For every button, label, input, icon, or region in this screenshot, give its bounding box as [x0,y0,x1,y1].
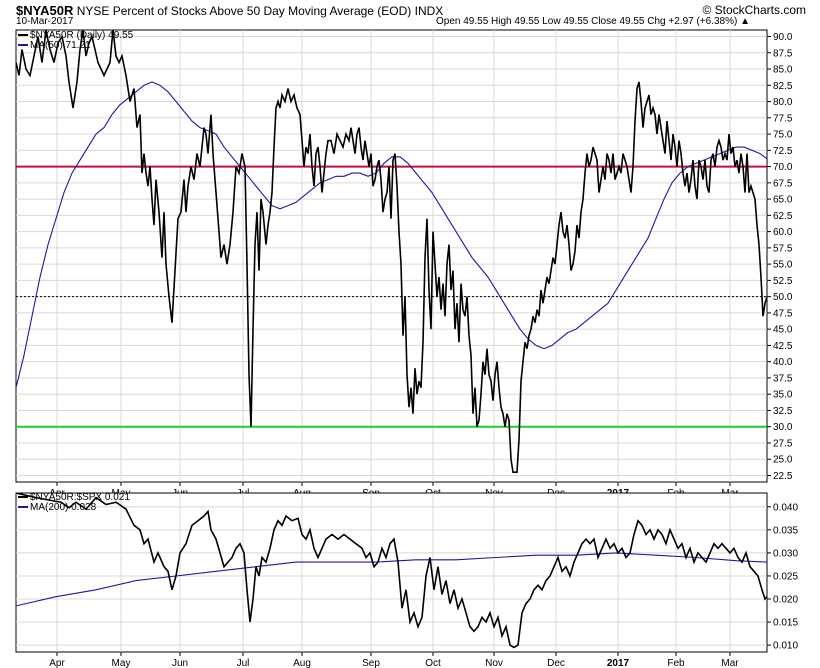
y-tick-label: 0.035 [773,525,798,536]
y-tick-label: 22.5 [773,471,793,482]
y-tick-label: 67.5 [773,178,793,189]
x-tick-label: Oct [425,658,441,668]
y-tick-label: 45.0 [773,325,793,336]
y-tick-label: 40.0 [773,357,793,368]
x-tick-label: Feb [667,658,685,668]
x-tick-label: Sep [362,658,380,668]
y-tick-label: 52.5 [773,276,793,287]
series-line [16,81,767,388]
y-tick-label: 82.5 [773,81,793,92]
y-tick-label: 0.020 [773,595,798,606]
legend-entry: MA(50) 71.21 [30,40,91,51]
y-tick-label: 0.030 [773,548,798,559]
legend-entry: $NYA50R:$SPX 0.021 [30,492,130,503]
series-line [16,30,767,473]
description: NYSE Percent of Stocks Above 50 Day Movi… [76,4,412,18]
series-line [16,552,767,607]
x-tick-label: Apr [49,658,65,668]
y-tick-label: 77.5 [773,113,793,124]
y-tick-label: 55.0 [773,260,793,271]
x-tick-label: 2017 [607,658,630,668]
y-tick-label: 50.0 [773,292,793,303]
panel-1: 22.5 25.0 27.5 30.0 32.5 35.0 37.5 40.0 42.5 45.0… [15,29,793,499]
x-tick-label: Jun [172,658,188,668]
x-tick-label: Mar [721,658,739,668]
y-tick-label: 62.5 [773,211,793,222]
y-tick-label: 32.5 [773,406,793,417]
series-line [16,493,767,649]
y-tick-label: 0.025 [773,571,798,582]
y-tick-label: 72.5 [773,146,793,157]
x-tick-label: May [112,658,131,668]
y-tick-label: 27.5 [773,438,793,449]
y-tick-label: 75.0 [773,130,793,141]
x-tick-label: Jul [237,658,250,668]
y-tick-label: 80.0 [773,97,793,108]
chart-subheader: 10-Mar-2017 Open 49.55 High 49.55 Low 49… [16,16,750,28]
y-tick-label: 0.015 [773,618,798,629]
y-tick-label: 42.5 [773,341,793,352]
chart-header: $NYA50R NYSE Percent of Stocks Above 50 … [16,3,806,18]
x-tick-label: Dec [547,658,565,668]
watermark: © StockCharts.com [702,3,806,17]
symbol: $NYA50R [16,3,74,18]
y-tick-label: 37.5 [773,373,793,384]
exchange: INDX [414,4,444,18]
y-tick-label: 57.5 [773,243,793,254]
y-tick-label: 25.0 [773,455,793,466]
y-tick-label: 35.0 [773,390,793,401]
y-tick-label: 60.0 [773,227,793,238]
ohlc-readout: Open 49.55 High 49.55 Low 49.55 Close 49… [436,16,750,27]
legend-entry: $NYA50R (Daily) 49.55 [30,30,134,41]
y-tick-label: 90.0 [773,32,793,43]
date-label: 10-Mar-2017 [16,16,74,27]
y-tick-label: 87.5 [773,48,793,59]
y-tick-label: 47.5 [773,308,793,319]
y-tick-label: 0.010 [773,641,798,652]
x-tick-label: Aug [293,658,311,668]
y-tick-label: 85.0 [773,65,793,76]
y-tick-label: 0.040 [773,502,798,513]
y-tick-label: 30.0 [773,422,793,433]
x-tick-label: Nov [485,658,503,668]
y-tick-label: 70.0 [773,162,793,173]
plot-frame [15,492,768,653]
y-tick-label: 65.0 [773,195,793,206]
panel-2: 0.010 0.015 0.020 0.025 0.030 0.035 0.040 Apr Ma… [15,492,798,668]
legend-entry: MA(200) 0.028 [30,502,97,513]
